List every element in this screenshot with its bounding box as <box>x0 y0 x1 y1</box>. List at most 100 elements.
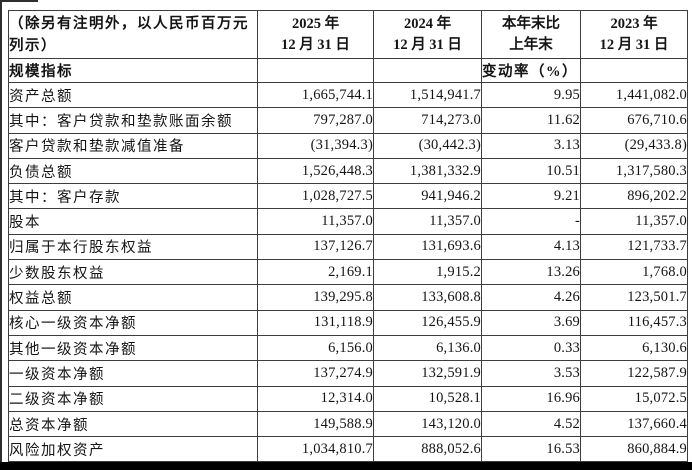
value-2025: 149,588.9 <box>257 410 374 438</box>
row-label: 二级资本净额 <box>8 385 258 412</box>
change-rate-value: 10.51 <box>481 157 581 185</box>
row-label: 其中：客户贷款和垫款账面余额 <box>8 107 258 134</box>
change-rate-value: 0.33 <box>481 334 581 362</box>
row-label: 资产总额 <box>8 81 258 109</box>
value-2023: 121,733.7 <box>580 233 688 261</box>
value-2023: 11,357.0 <box>580 208 688 235</box>
change-rate-value: 16.96 <box>481 385 581 412</box>
value-2023: 116,457.3 <box>580 309 688 336</box>
value-2023: 1,441,082.0 <box>580 81 688 109</box>
page-bottom-rule <box>0 462 692 470</box>
row-label: 归属于本行股东权益 <box>8 233 258 261</box>
change-rate-value: 16.53 <box>481 436 581 463</box>
value-2023: 15,072.5 <box>580 385 688 412</box>
value-2025: 1,034,810.7 <box>257 436 374 463</box>
scale-indicators-table: （除另有注明外，以人民币百万元 列示） 2025 年 12 月 31 日 202… <box>8 10 688 463</box>
value-2025: 139,295.8 <box>257 284 374 311</box>
value-2024: 143,120.0 <box>373 410 482 438</box>
value-2024: 132,591.9 <box>373 360 482 387</box>
value-2023: 896,202.2 <box>580 183 688 210</box>
table-header-row: （除另有注明外，以人民币百万元 列示） 2025 年 12 月 31 日 202… <box>8 10 688 59</box>
page-left-rule <box>0 0 2 470</box>
col-2025-date: 12 月 31 日 <box>281 36 350 53</box>
value-2025: 137,126.7 <box>257 233 374 261</box>
change-rate-value: 4.26 <box>481 284 581 311</box>
row-label: 总资本净额 <box>8 410 258 438</box>
value-2025: 12,314.0 <box>257 385 374 412</box>
change-rate-value: 13.26 <box>481 259 581 286</box>
col-2023-date: 12 月 31 日 <box>599 36 669 53</box>
value-2023: 1,768.0 <box>580 259 688 286</box>
value-2025: 6,156.0 <box>257 334 374 362</box>
col-2025-year: 2025 年 <box>291 15 340 32</box>
row-label: 一级资本净额 <box>8 360 258 387</box>
change-rate-value: - <box>481 208 581 235</box>
change-rate-value: 4.13 <box>481 233 581 261</box>
value-2025: (31,394.3) <box>257 132 374 159</box>
units-note-line1: （除另有注明外，以人民币百万元 <box>9 15 249 32</box>
change-rate-value: 3.53 <box>481 360 581 387</box>
table-body: 资产总额 1,665,744.1 1,514,941.7 9.95 1,441,… <box>8 81 688 463</box>
value-2024: 133,608.8 <box>373 284 482 311</box>
value-2023: 122,587.9 <box>580 360 688 387</box>
change-rate-value: 4.52 <box>481 410 581 438</box>
row-label: 少数股东权益 <box>8 259 258 286</box>
row-label: 核心一级资本净额 <box>8 309 258 336</box>
units-note-line2: 列示） <box>9 37 57 54</box>
value-2023: 676,710.6 <box>580 107 688 134</box>
table-row: 总资本净额 149,588.9 143,120.0 4.52 137,660.4 <box>8 410 688 438</box>
column-header-2023: 2023 年 12 月 31 日 <box>580 10 688 59</box>
col-change-line2: 上年末 <box>509 36 553 53</box>
value-2025: 1,665,744.1 <box>257 81 374 109</box>
value-2024: 126,455.9 <box>373 309 482 336</box>
table-row: 一级资本净额 137,274.9 132,591.9 3.53 122,587.… <box>8 360 688 387</box>
value-2024: 941,946.2 <box>373 183 482 210</box>
empty-cell <box>373 58 482 83</box>
value-2023: 1,317,580.3 <box>580 157 688 185</box>
value-2024: 714,273.0 <box>373 107 482 134</box>
value-2025: 797,287.0 <box>257 107 374 134</box>
value-2025: 2,169.1 <box>257 259 374 286</box>
value-2024: (30,442.3) <box>373 132 482 159</box>
change-rate-value: 3.13 <box>481 132 581 159</box>
table-row: 股本 11,357.0 11,357.0 - 11,357.0 <box>8 208 688 235</box>
table-row: 其他一级资本净额 6,156.0 6,136.0 0.33 6,130.6 <box>8 334 688 362</box>
row-label: 其中：客户存款 <box>8 183 258 210</box>
section-title: 规模指标 <box>8 58 258 83</box>
change-rate-value: 9.95 <box>481 81 581 109</box>
change-rate-label: 变动率（%） <box>481 58 581 83</box>
column-header-2024: 2024 年 12 月 31 日 <box>373 10 482 59</box>
value-2024: 1,915.2 <box>373 259 482 286</box>
table-row: 核心一级资本净额 131,118.9 126,455.9 3.69 116,45… <box>8 309 688 336</box>
value-2025: 137,274.9 <box>257 360 374 387</box>
value-2024: 11,357.0 <box>373 208 482 235</box>
table-row: 客户贷款和垫款减值准备 (31,394.3) (30,442.3) 3.13 (… <box>8 132 688 159</box>
value-2025: 131,118.9 <box>257 309 374 336</box>
table-row: 归属于本行股东权益 137,126.7 131,693.6 4.13 121,7… <box>8 233 688 261</box>
row-label: 风险加权资产 <box>8 436 258 463</box>
value-2025: 1,526,448.3 <box>257 157 374 185</box>
table-row: 其中：客户存款 1,028,727.5 941,946.2 9.21 896,2… <box>8 183 688 210</box>
row-label: 客户贷款和垫款减值准备 <box>8 132 258 159</box>
table-row: 二级资本净额 12,314.0 10,528.1 16.96 15,072.5 <box>8 385 688 412</box>
value-2024: 1,381,332.9 <box>373 157 482 185</box>
value-2023: (29,433.8) <box>580 132 688 159</box>
table-row: 负债总额 1,526,448.3 1,381,332.9 10.51 1,317… <box>8 157 688 185</box>
col-2024-year: 2024 年 <box>403 15 452 32</box>
value-2024: 6,136.0 <box>373 334 482 362</box>
change-rate-value: 9.21 <box>481 183 581 210</box>
value-2023: 860,884.9 <box>580 436 688 463</box>
value-2024: 1,514,941.7 <box>373 81 482 109</box>
value-2023: 6,130.6 <box>580 334 688 362</box>
column-header-change: 本年末比 上年末 <box>481 10 581 59</box>
row-label: 股本 <box>8 208 258 235</box>
col-2023-year: 2023 年 <box>610 15 658 32</box>
row-label: 权益总额 <box>8 284 258 311</box>
table-row: 权益总额 139,295.8 133,608.8 4.26 123,501.7 <box>8 284 688 311</box>
value-2023: 123,501.7 <box>580 284 688 311</box>
empty-cell <box>257 58 374 83</box>
units-note-cell: （除另有注明外，以人民币百万元 列示） <box>8 10 258 59</box>
empty-cell <box>580 58 688 83</box>
value-2024: 131,693.6 <box>373 233 482 261</box>
table-row: 其中：客户贷款和垫款账面余额 797,287.0 714,273.0 11.62… <box>8 107 688 134</box>
